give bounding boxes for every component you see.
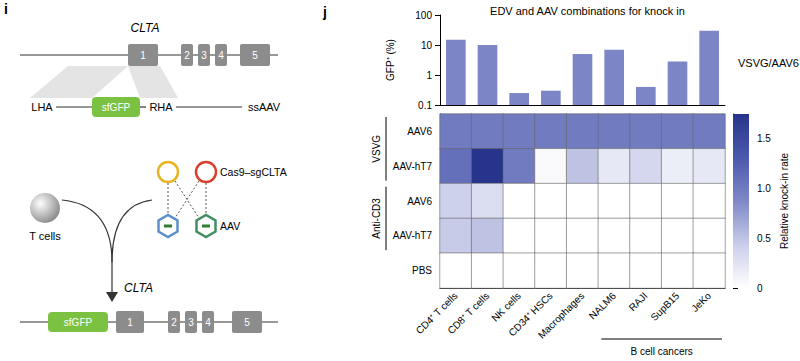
svg-text:0.1: 0.1: [418, 100, 432, 111]
svg-text:EDV and AAV combinations for k: EDV and AAV combinations for knock in: [490, 5, 685, 17]
svg-text:CD4⁺ T cells: CD4⁺ T cells: [413, 290, 460, 337]
svg-text:Relative knock-in rate: Relative knock-in rate: [779, 152, 790, 249]
svg-text:AAV-hT7: AAV-hT7: [393, 230, 433, 241]
svg-text:CD8⁺ T cells: CD8⁺ T cells: [445, 290, 491, 336]
svg-text:GFP⁺ (%): GFP⁺ (%): [385, 39, 396, 81]
svg-text:4: 4: [218, 50, 224, 61]
svg-text:VSVG/AAV6: VSVG/AAV6: [738, 57, 799, 69]
svg-text:AAV6: AAV6: [407, 126, 432, 137]
svg-text:SupB15: SupB15: [648, 290, 681, 323]
svg-text:i: i: [4, 1, 8, 17]
svg-text:ssAAV: ssAAV: [248, 101, 281, 113]
svg-text:AAV6: AAV6: [407, 196, 432, 207]
svg-text:CD34⁺ HSCs: CD34⁺ HSCs: [506, 290, 555, 339]
svg-text:B cell cancers: B cell cancers: [631, 346, 693, 357]
svg-text:5: 5: [252, 50, 258, 61]
svg-text:CLTA: CLTA: [124, 281, 153, 295]
svg-text:0: 0: [757, 283, 763, 294]
svg-text:NALM6: NALM6: [587, 290, 619, 322]
svg-text:T cells: T cells: [29, 230, 61, 242]
svg-text:Anti-CD3: Anti-CD3: [371, 198, 382, 239]
svg-text:1.0: 1.0: [757, 183, 771, 194]
svg-text:AAV: AAV: [220, 220, 240, 232]
svg-text:AAV-hT7: AAV-hT7: [393, 161, 433, 172]
svg-text:0.5: 0.5: [757, 233, 771, 244]
svg-text:1: 1: [426, 70, 432, 81]
svg-text:Macrophages: Macrophages: [536, 290, 587, 341]
svg-text:Cas9–sgCLTA: Cas9–sgCLTA: [220, 166, 287, 178]
svg-text:1.5: 1.5: [757, 133, 771, 144]
svg-text:10: 10: [421, 40, 433, 51]
svg-text:PBS: PBS: [412, 265, 432, 276]
svg-text:1: 1: [127, 317, 133, 328]
svg-text:VSVG: VSVG: [371, 135, 382, 163]
svg-text:CLTA: CLTA: [131, 21, 160, 35]
svg-text:NK cells: NK cells: [489, 290, 524, 324]
svg-text:3: 3: [188, 317, 194, 328]
svg-text:RAJI: RAJI: [627, 290, 650, 313]
svg-text:2: 2: [171, 317, 177, 328]
svg-text:4: 4: [205, 317, 211, 328]
svg-text:2: 2: [184, 50, 190, 61]
svg-text:JeKo: JeKo: [689, 290, 713, 314]
svg-text:j: j: [322, 4, 327, 20]
svg-text:sfGFP: sfGFP: [64, 317, 93, 328]
svg-text:RHA: RHA: [149, 101, 173, 113]
svg-text:5: 5: [244, 317, 250, 328]
svg-text:sfGFP: sfGFP: [102, 102, 131, 113]
svg-text:LHA: LHA: [31, 101, 53, 113]
svg-text:3: 3: [201, 50, 207, 61]
svg-text:100: 100: [415, 10, 432, 21]
svg-text:1: 1: [140, 50, 146, 61]
